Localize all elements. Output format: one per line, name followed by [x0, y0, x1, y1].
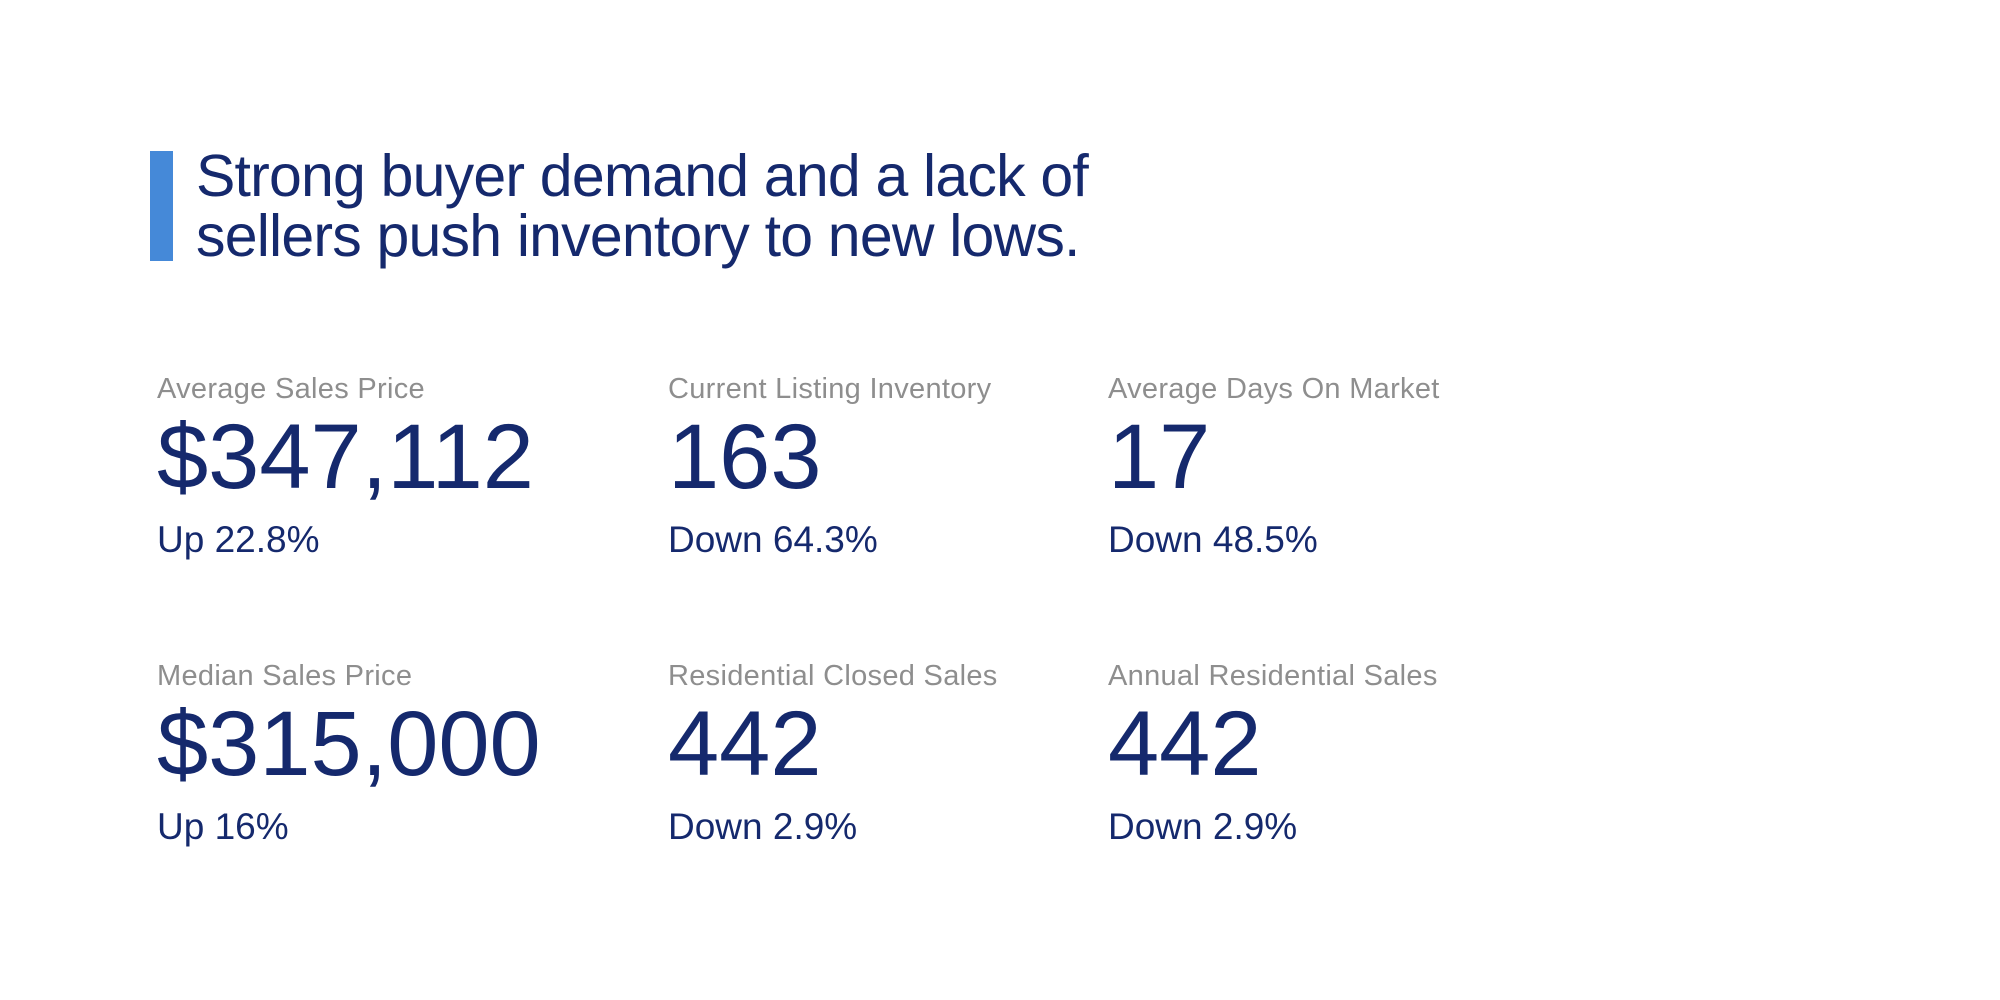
stats-grid: Average Sales Price $347,112 Up 22.8% Cu…	[157, 373, 1843, 848]
stat-label: Current Listing Inventory	[668, 373, 992, 405]
stat-change: Down 2.9%	[1108, 806, 1298, 847]
stat-label: Average Sales Price	[157, 373, 425, 405]
stat-value: 163	[668, 406, 822, 508]
stat-label: Annual Residential Sales	[1108, 660, 1438, 692]
stat-value: 442	[1108, 693, 1262, 795]
headline-line-1: Strong buyer demand and a lack of	[196, 143, 1089, 209]
stat-card-residential-closed-sales: Residential Closed Sales 442 Down 2.9%	[668, 660, 1108, 848]
stat-change: Down 2.9%	[668, 806, 858, 847]
stat-change: Down 48.5%	[1108, 519, 1318, 560]
page-title: Strong buyer demand and a lack of seller…	[196, 143, 1089, 269]
stat-change: Up 22.8%	[157, 519, 320, 560]
stat-card-annual-residential-sales: Annual Residential Sales 442 Down 2.9%	[1108, 660, 1843, 848]
stat-card-average-sales-price: Average Sales Price $347,112 Up 22.8%	[157, 373, 668, 561]
headline-line-2: sellers push inventory to new lows.	[196, 203, 1080, 269]
headline-accent-bar	[150, 151, 173, 261]
stat-value: 17	[1108, 406, 1211, 508]
stat-card-average-days-on-market: Average Days On Market 17 Down 48.5%	[1108, 373, 1843, 561]
headline: Strong buyer demand and a lack of seller…	[150, 143, 1089, 269]
stat-change: Down 64.3%	[668, 519, 878, 560]
stat-change: Up 16%	[157, 806, 289, 847]
stat-label: Average Days On Market	[1108, 373, 1440, 405]
stat-value: $315,000	[157, 693, 541, 795]
stat-card-median-sales-price: Median Sales Price $315,000 Up 16%	[157, 660, 668, 848]
stat-value: 442	[668, 693, 822, 795]
stat-card-current-listing-inventory: Current Listing Inventory 163 Down 64.3%	[668, 373, 1108, 561]
stat-label: Median Sales Price	[157, 660, 413, 692]
stat-label: Residential Closed Sales	[668, 660, 998, 692]
stat-value: $347,112	[157, 406, 534, 508]
